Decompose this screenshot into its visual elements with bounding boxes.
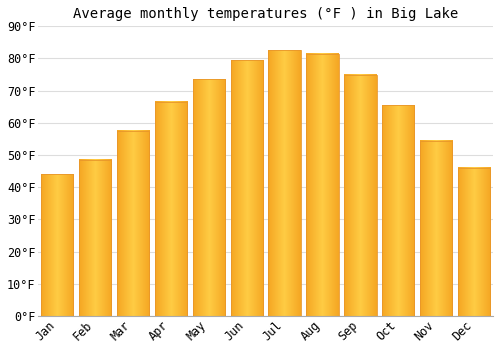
Bar [268,50,300,316]
Bar [79,160,111,316]
Bar [382,105,414,316]
Bar [306,54,338,316]
Title: Average monthly temperatures (°F ) in Big Lake: Average monthly temperatures (°F ) in Bi… [73,7,458,21]
Bar [155,102,187,316]
Bar [420,141,452,316]
Bar [230,60,263,316]
Bar [117,131,149,316]
Bar [344,75,376,316]
Bar [41,174,74,316]
Bar [192,79,225,316]
Bar [458,168,490,316]
